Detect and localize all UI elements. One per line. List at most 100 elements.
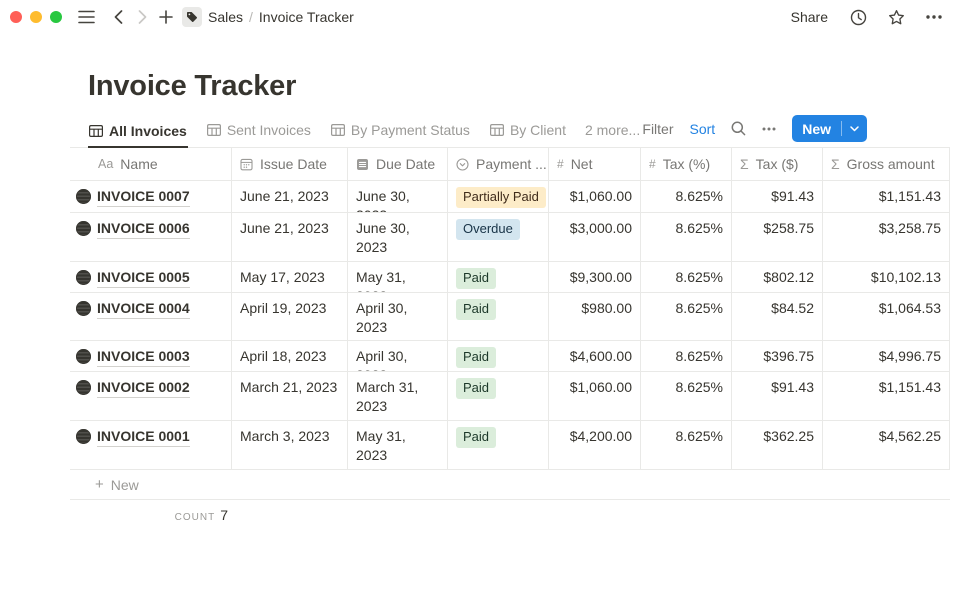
cell-gross-amount[interactable]: $4,996.75 <box>823 341 950 371</box>
tab-by-client[interactable]: By Client <box>489 122 567 147</box>
search-icon[interactable] <box>731 121 746 136</box>
cell-tax-percent[interactable]: 8.625% <box>641 262 732 292</box>
cell-due-date[interactable]: June 30, 2023 <box>348 181 448 212</box>
breadcrumb-current[interactable]: Invoice Tracker <box>258 9 354 25</box>
cell-payment-status[interactable]: Partially Paid <box>448 181 549 212</box>
cell-tax-dollars[interactable]: $258.75 <box>732 213 823 261</box>
view-options-icon[interactable] <box>762 127 776 131</box>
cell-name[interactable]: INVOICE 0006 <box>70 213 232 261</box>
tab-by-payment-status[interactable]: By Payment Status <box>330 122 471 147</box>
cell-issue-date[interactable]: April 19, 2023 <box>232 293 348 340</box>
cell-due-date[interactable]: May 31, 2023 <box>348 421 448 469</box>
cell-gross-amount[interactable]: $4,562.25 <box>823 421 950 469</box>
cell-name[interactable]: INVOICE 0004 <box>70 293 232 340</box>
cell-payment-status[interactable]: Paid <box>448 293 549 340</box>
cell-gross-amount[interactable]: $1,151.43 <box>823 372 950 420</box>
invoice-link[interactable]: INVOICE 0003 <box>97 347 190 367</box>
cell-payment-status[interactable]: Paid <box>448 372 549 420</box>
add-row-button[interactable]: + New <box>70 470 950 500</box>
cell-tax-percent[interactable]: 8.625% <box>641 341 732 371</box>
cell-tax-percent[interactable]: 8.625% <box>641 213 732 261</box>
new-page-icon[interactable] <box>154 5 178 29</box>
cell-net[interactable]: $1,060.00 <box>549 372 641 420</box>
updates-clock-icon[interactable] <box>846 5 870 29</box>
tab-sent-invoices[interactable]: Sent Invoices <box>206 122 312 147</box>
cell-name[interactable]: INVOICE 0003 <box>70 341 232 371</box>
column-header-tax-dollars[interactable]: Σ Tax ($) <box>732 148 823 180</box>
tab-all-invoices[interactable]: All Invoices <box>88 123 188 148</box>
cell-payment-status[interactable]: Paid <box>448 262 549 292</box>
cell-due-date[interactable]: June 30, 2023 <box>348 213 448 261</box>
cell-tax-dollars[interactable]: $396.75 <box>732 341 823 371</box>
cell-tax-dollars[interactable]: $362.25 <box>732 421 823 469</box>
cell-tax-dollars[interactable]: $802.12 <box>732 262 823 292</box>
invoice-link[interactable]: INVOICE 0007 <box>97 187 190 207</box>
cell-issue-date[interactable]: April 18, 2023 <box>232 341 348 371</box>
nav-forward-icon[interactable] <box>130 5 154 29</box>
cell-tax-percent[interactable]: 8.625% <box>641 372 732 420</box>
cell-issue-date[interactable]: May 17, 2023 <box>232 262 348 292</box>
close-window-button[interactable] <box>10 11 22 23</box>
cell-issue-date[interactable]: June 21, 2023 <box>232 213 348 261</box>
cell-issue-date[interactable]: March 3, 2023 <box>232 421 348 469</box>
cell-net[interactable]: $980.00 <box>549 293 641 340</box>
cell-tax-dollars[interactable]: $84.52 <box>732 293 823 340</box>
cell-net[interactable]: $4,200.00 <box>549 421 641 469</box>
cell-due-date[interactable]: March 31, 2023 <box>348 372 448 420</box>
favorite-star-icon[interactable] <box>884 5 908 29</box>
column-label: Name <box>120 156 158 172</box>
cell-gross-amount[interactable]: $10,102.13 <box>823 262 950 292</box>
sidebar-menu-icon[interactable] <box>74 5 98 29</box>
new-button-chevron-icon[interactable] <box>842 125 867 132</box>
invoice-link[interactable]: INVOICE 0001 <box>97 427 190 447</box>
cell-payment-status[interactable]: Paid <box>448 341 549 371</box>
column-header-gross-amount[interactable]: Σ Gross amount <box>823 148 950 180</box>
cell-tax-percent[interactable]: 8.625% <box>641 293 732 340</box>
cell-due-date[interactable]: April 30, 2023 <box>348 341 448 371</box>
breadcrumb-parent[interactable]: Sales <box>208 9 244 25</box>
column-label: Payment ... <box>476 156 547 172</box>
cell-net[interactable]: $9,300.00 <box>549 262 641 292</box>
more-views-button[interactable]: 2 more... <box>584 122 641 138</box>
cell-net[interactable]: $1,060.00 <box>549 181 641 212</box>
cell-name[interactable]: INVOICE 0001 <box>70 421 232 469</box>
cell-net[interactable]: $3,000.00 <box>549 213 641 261</box>
column-header-due-date[interactable]: Due Date <box>348 148 448 180</box>
cell-gross-amount[interactable]: $1,151.43 <box>823 181 950 212</box>
cell-payment-status[interactable]: Overdue <box>448 213 549 261</box>
cell-name[interactable]: INVOICE 0005 <box>70 262 232 292</box>
zoom-window-button[interactable] <box>50 11 62 23</box>
cell-tax-dollars[interactable]: $91.43 <box>732 372 823 420</box>
filter-button[interactable]: Filter <box>642 120 674 137</box>
column-header-tax-percent[interactable]: # Tax (%) <box>641 148 732 180</box>
invoice-link[interactable]: INVOICE 0006 <box>97 219 190 239</box>
minimize-window-button[interactable] <box>30 11 42 23</box>
new-button-label[interactable]: New <box>802 120 831 137</box>
share-button[interactable]: Share <box>790 9 828 25</box>
column-header-issue-date[interactable]: Issue Date <box>232 148 348 180</box>
more-options-icon[interactable] <box>922 5 946 29</box>
nav-back-icon[interactable] <box>106 5 130 29</box>
invoice-link[interactable]: INVOICE 0005 <box>97 268 190 288</box>
cell-due-date[interactable]: May 31, 2023 <box>348 262 448 292</box>
invoice-link[interactable]: INVOICE 0004 <box>97 299 190 319</box>
cell-gross-amount[interactable]: $1,064.53 <box>823 293 950 340</box>
cell-net[interactable]: $4,600.00 <box>549 341 641 371</box>
cell-tax-percent[interactable]: 8.625% <box>641 421 732 469</box>
new-button[interactable]: New <box>792 115 867 142</box>
column-header-name[interactable]: Aa Name <box>70 148 232 180</box>
cell-gross-amount[interactable]: $3,258.75 <box>823 213 950 261</box>
cell-issue-date[interactable]: March 21, 2023 <box>232 372 348 420</box>
cell-tax-dollars[interactable]: $91.43 <box>732 181 823 212</box>
sort-button[interactable]: Sort <box>689 120 716 137</box>
cell-tax-percent[interactable]: 8.625% <box>641 181 732 212</box>
cell-due-date[interactable]: April 30, 2023 <box>348 293 448 340</box>
count-calculation[interactable]: COUNT 7 <box>70 503 232 523</box>
column-header-payment-status[interactable]: Payment ... <box>448 148 549 180</box>
column-header-net[interactable]: # Net <box>549 148 641 180</box>
cell-issue-date[interactable]: June 21, 2023 <box>232 181 348 212</box>
cell-payment-status[interactable]: Paid <box>448 421 549 469</box>
cell-name[interactable]: INVOICE 0007 <box>70 181 232 212</box>
cell-name[interactable]: INVOICE 0002 <box>70 372 232 420</box>
invoice-link[interactable]: INVOICE 0002 <box>97 378 190 398</box>
